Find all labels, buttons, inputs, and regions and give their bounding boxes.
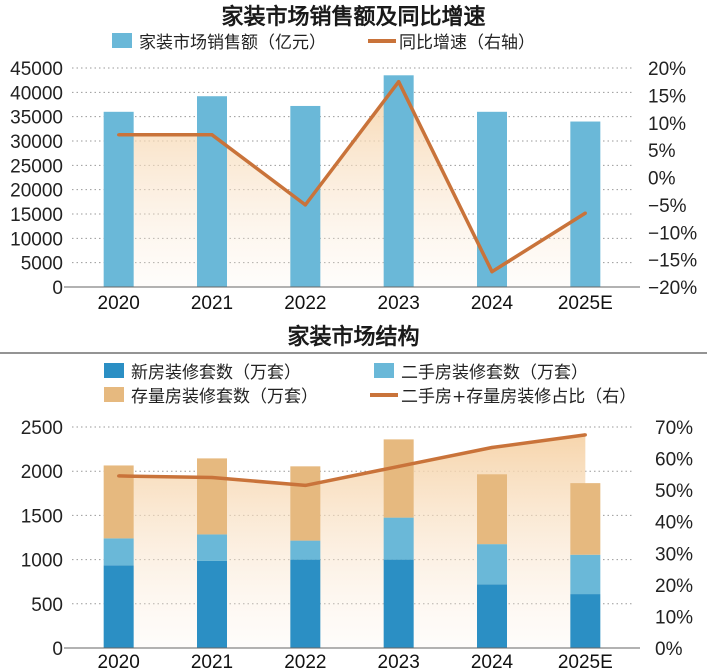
bar-0-2024: [477, 584, 507, 648]
y-left-tick: 500: [31, 595, 63, 616]
bar-0-2021: [197, 560, 227, 648]
x-tick: 2020: [98, 293, 140, 314]
y-right-tick: 10%: [655, 607, 693, 628]
bar-1-2024: [477, 544, 507, 585]
bar-0-2023: [383, 75, 414, 287]
legend-swatch: [112, 33, 132, 48]
x-tick: 2024: [471, 293, 514, 314]
bar-0-2025E: [570, 594, 601, 648]
bar-2-2022: [290, 466, 321, 541]
y-right-tick: −15%: [648, 251, 697, 272]
legend-label: 家装市场销售额（亿元）: [139, 33, 326, 53]
y-right-tick: −5%: [648, 196, 687, 217]
x-tick: 2021: [191, 293, 233, 314]
bar-1-2022: [290, 540, 321, 560]
legend-label: 新房装修套数（万套）: [131, 363, 301, 383]
bar-1-2020: [103, 538, 134, 566]
y-right-tick: 10%: [648, 114, 686, 135]
line-point-2020: [117, 133, 121, 137]
line-point-2021: [210, 133, 214, 137]
legend-swatch: [104, 363, 124, 378]
y-right-tick: 50%: [655, 481, 693, 502]
y-right-tick: −10%: [648, 223, 697, 244]
bar-1-2023: [383, 517, 414, 560]
y-left-tick: 10000: [10, 229, 63, 250]
y-left-tick: 15000: [10, 205, 63, 226]
y-left-tick: 5000: [21, 254, 63, 275]
bar-2-2024: [477, 474, 507, 545]
bar-1-2025E: [570, 554, 601, 595]
line-point-2022: [303, 203, 307, 207]
line-point-2020: [117, 474, 121, 478]
x-tick: 2023: [378, 652, 420, 670]
y-right-tick: 60%: [655, 450, 693, 471]
y-left-tick: 1000: [21, 551, 63, 572]
bar-2-2021: [197, 458, 227, 535]
bar-0-2023: [383, 559, 414, 648]
x-tick: 2020: [98, 652, 140, 670]
y-right-tick: −20%: [648, 278, 697, 299]
legend-label: 二手房+存量房装修占比（右）: [401, 387, 636, 407]
y-left-tick: 1500: [21, 506, 63, 527]
line-point-2025E: [583, 433, 587, 437]
y-left-tick: 45000: [10, 59, 63, 80]
bar-0-2021: [197, 96, 227, 287]
y-left-tick: 2500: [21, 418, 63, 439]
bar-0-2022: [290, 559, 321, 648]
legend-label: 二手房装修套数（万套）: [401, 363, 588, 383]
y-right-tick: 30%: [655, 544, 693, 565]
x-tick: 2023: [378, 293, 420, 314]
line-point-2025E: [583, 211, 587, 215]
y-right-tick: 70%: [655, 418, 693, 439]
bar-0-2020: [103, 111, 134, 287]
series-line: [118, 433, 586, 488]
legend-label: 存量房装修套数（万套）: [131, 387, 318, 407]
line-point-2023: [397, 464, 401, 469]
line-point-2024: [490, 270, 494, 274]
bar-0-2020: [103, 565, 134, 648]
series-line: [118, 79, 587, 274]
x-tick: 2024: [471, 652, 514, 670]
chart-title: 家装市场结构: [287, 324, 419, 350]
y-left-tick: 35000: [10, 108, 63, 129]
y-right-tick: 0%: [655, 639, 683, 660]
x-tick: 2025E: [558, 652, 613, 670]
x-tick: 2022: [284, 652, 326, 670]
y-right-tick: 20%: [648, 59, 686, 80]
y-left-tick: 30000: [10, 132, 63, 153]
y-right-tick: 20%: [655, 576, 693, 597]
x-tick: 2025E: [558, 293, 613, 314]
line-point-2023: [397, 80, 401, 84]
line-point-2024: [490, 445, 494, 450]
line-point-2022: [303, 483, 307, 488]
y-right-tick: 15%: [648, 86, 686, 107]
legend-swatch: [104, 387, 124, 402]
y-right-tick: 40%: [655, 513, 693, 534]
chart-title: 家装市场销售额及同比增速: [221, 4, 485, 30]
y-left-tick: 2000: [21, 462, 63, 483]
line-point-2021: [210, 475, 214, 480]
line-area-fill: [118, 434, 586, 648]
line-area-fill: [118, 81, 586, 287]
y-left-tick: 40000: [10, 83, 63, 104]
y-left-tick: 20000: [10, 181, 63, 202]
x-tick: 2021: [191, 652, 233, 670]
y-left-tick: 25000: [10, 156, 63, 177]
bar-2-2023: [383, 439, 414, 518]
y-left-tick: 0: [52, 639, 63, 660]
bar-1-2021: [197, 534, 227, 561]
y-right-tick: 5%: [648, 141, 676, 162]
legend-swatch: [374, 363, 394, 378]
bar-2-2025E: [570, 483, 601, 555]
y-right-tick: 0%: [648, 169, 676, 190]
bar-0-2025E: [570, 121, 601, 288]
y-left-tick: 0: [52, 278, 63, 299]
x-tick: 2022: [284, 293, 326, 314]
bar-0-2024: [477, 111, 507, 287]
legend-label: 同比增速（右轴）: [399, 33, 535, 53]
